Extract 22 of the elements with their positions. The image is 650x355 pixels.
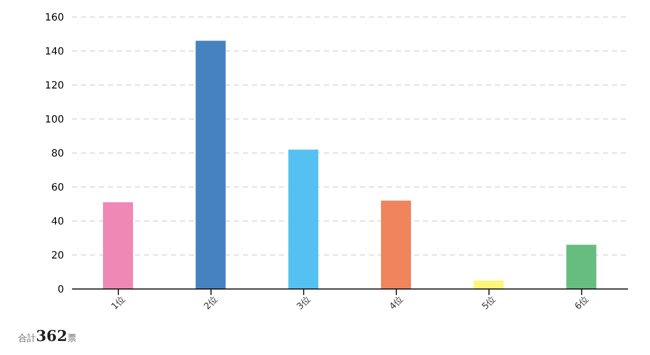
y-tick-label: 20	[51, 250, 64, 262]
y-tick-label: 120	[44, 80, 64, 92]
y-tick-label: 60	[51, 182, 64, 194]
y-tick-label: 0	[58, 284, 64, 296]
x-tick-label: 4位	[387, 294, 406, 312]
bar	[103, 202, 133, 289]
y-tick-label: 80	[51, 148, 64, 160]
y-tick-label: 140	[44, 46, 64, 58]
bar	[381, 200, 411, 289]
x-tick-label: 5位	[480, 294, 498, 312]
y-tick-label: 100	[44, 114, 64, 126]
x-tick-label: 1位	[109, 294, 128, 312]
bar	[566, 244, 596, 289]
bar	[474, 280, 504, 289]
x-tick-label: 3位	[294, 294, 313, 312]
bar	[196, 40, 226, 289]
y-tick-label: 160	[44, 12, 64, 24]
y-tick-label: 40	[51, 216, 64, 228]
x-tick-label: 6位	[572, 294, 591, 312]
bar	[288, 150, 318, 289]
text: 合計362票	[18, 327, 76, 345]
x-tick-label: 2位	[202, 294, 220, 312]
